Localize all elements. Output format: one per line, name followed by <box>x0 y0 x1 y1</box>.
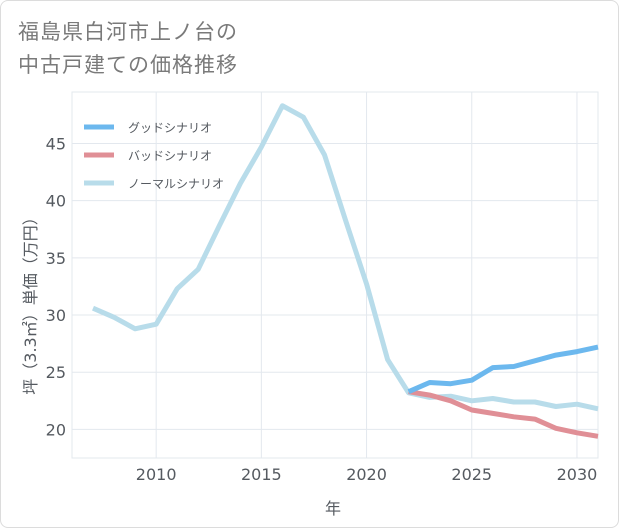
x-tick-label: 2010 <box>136 465 177 484</box>
series-line-0 <box>407 344 599 394</box>
series-line-2 <box>92 103 599 412</box>
chart-title: 福島県白河市上ノ台の 中古戸建ての価格推移 <box>18 16 238 82</box>
y-axis-ticks: 20 25 30 35 40 45 <box>46 134 66 439</box>
chart-grid <box>71 91 599 459</box>
x-tick-label: 2025 <box>451 465 492 484</box>
y-tick-label: 20 <box>46 420 66 439</box>
series-line-1 <box>408 389 599 439</box>
y-tick-label: 45 <box>46 134 66 153</box>
y-tick-label: 25 <box>46 363 66 382</box>
y-axis-label: 坪（3.3㎡）単価（万円） <box>21 209 40 394</box>
legend-label-0: グッドシナリオ <box>128 121 212 135</box>
y-tick-label: 40 <box>46 192 66 211</box>
x-tick-label: 2015 <box>241 465 282 484</box>
x-axis-label: 年 <box>325 499 341 518</box>
chart-series-lines <box>92 103 599 439</box>
y-tick-label: 35 <box>46 249 66 268</box>
legend-label-2: ノーマルシナリオ <box>128 177 224 191</box>
chart-title-line-1: 福島県白河市上ノ台の <box>18 20 238 44</box>
plot-area <box>71 91 599 459</box>
legend-label-1: バッドシナリオ <box>128 149 212 163</box>
chart-title-line-2: 中古戸建ての価格推移 <box>18 53 238 77</box>
y-tick-label: 30 <box>46 306 66 325</box>
x-tick-label: 2020 <box>346 465 387 484</box>
x-tick-label: 2030 <box>557 465 598 484</box>
x-axis-ticks: 2010 2015 2020 2025 2030 <box>136 465 598 484</box>
